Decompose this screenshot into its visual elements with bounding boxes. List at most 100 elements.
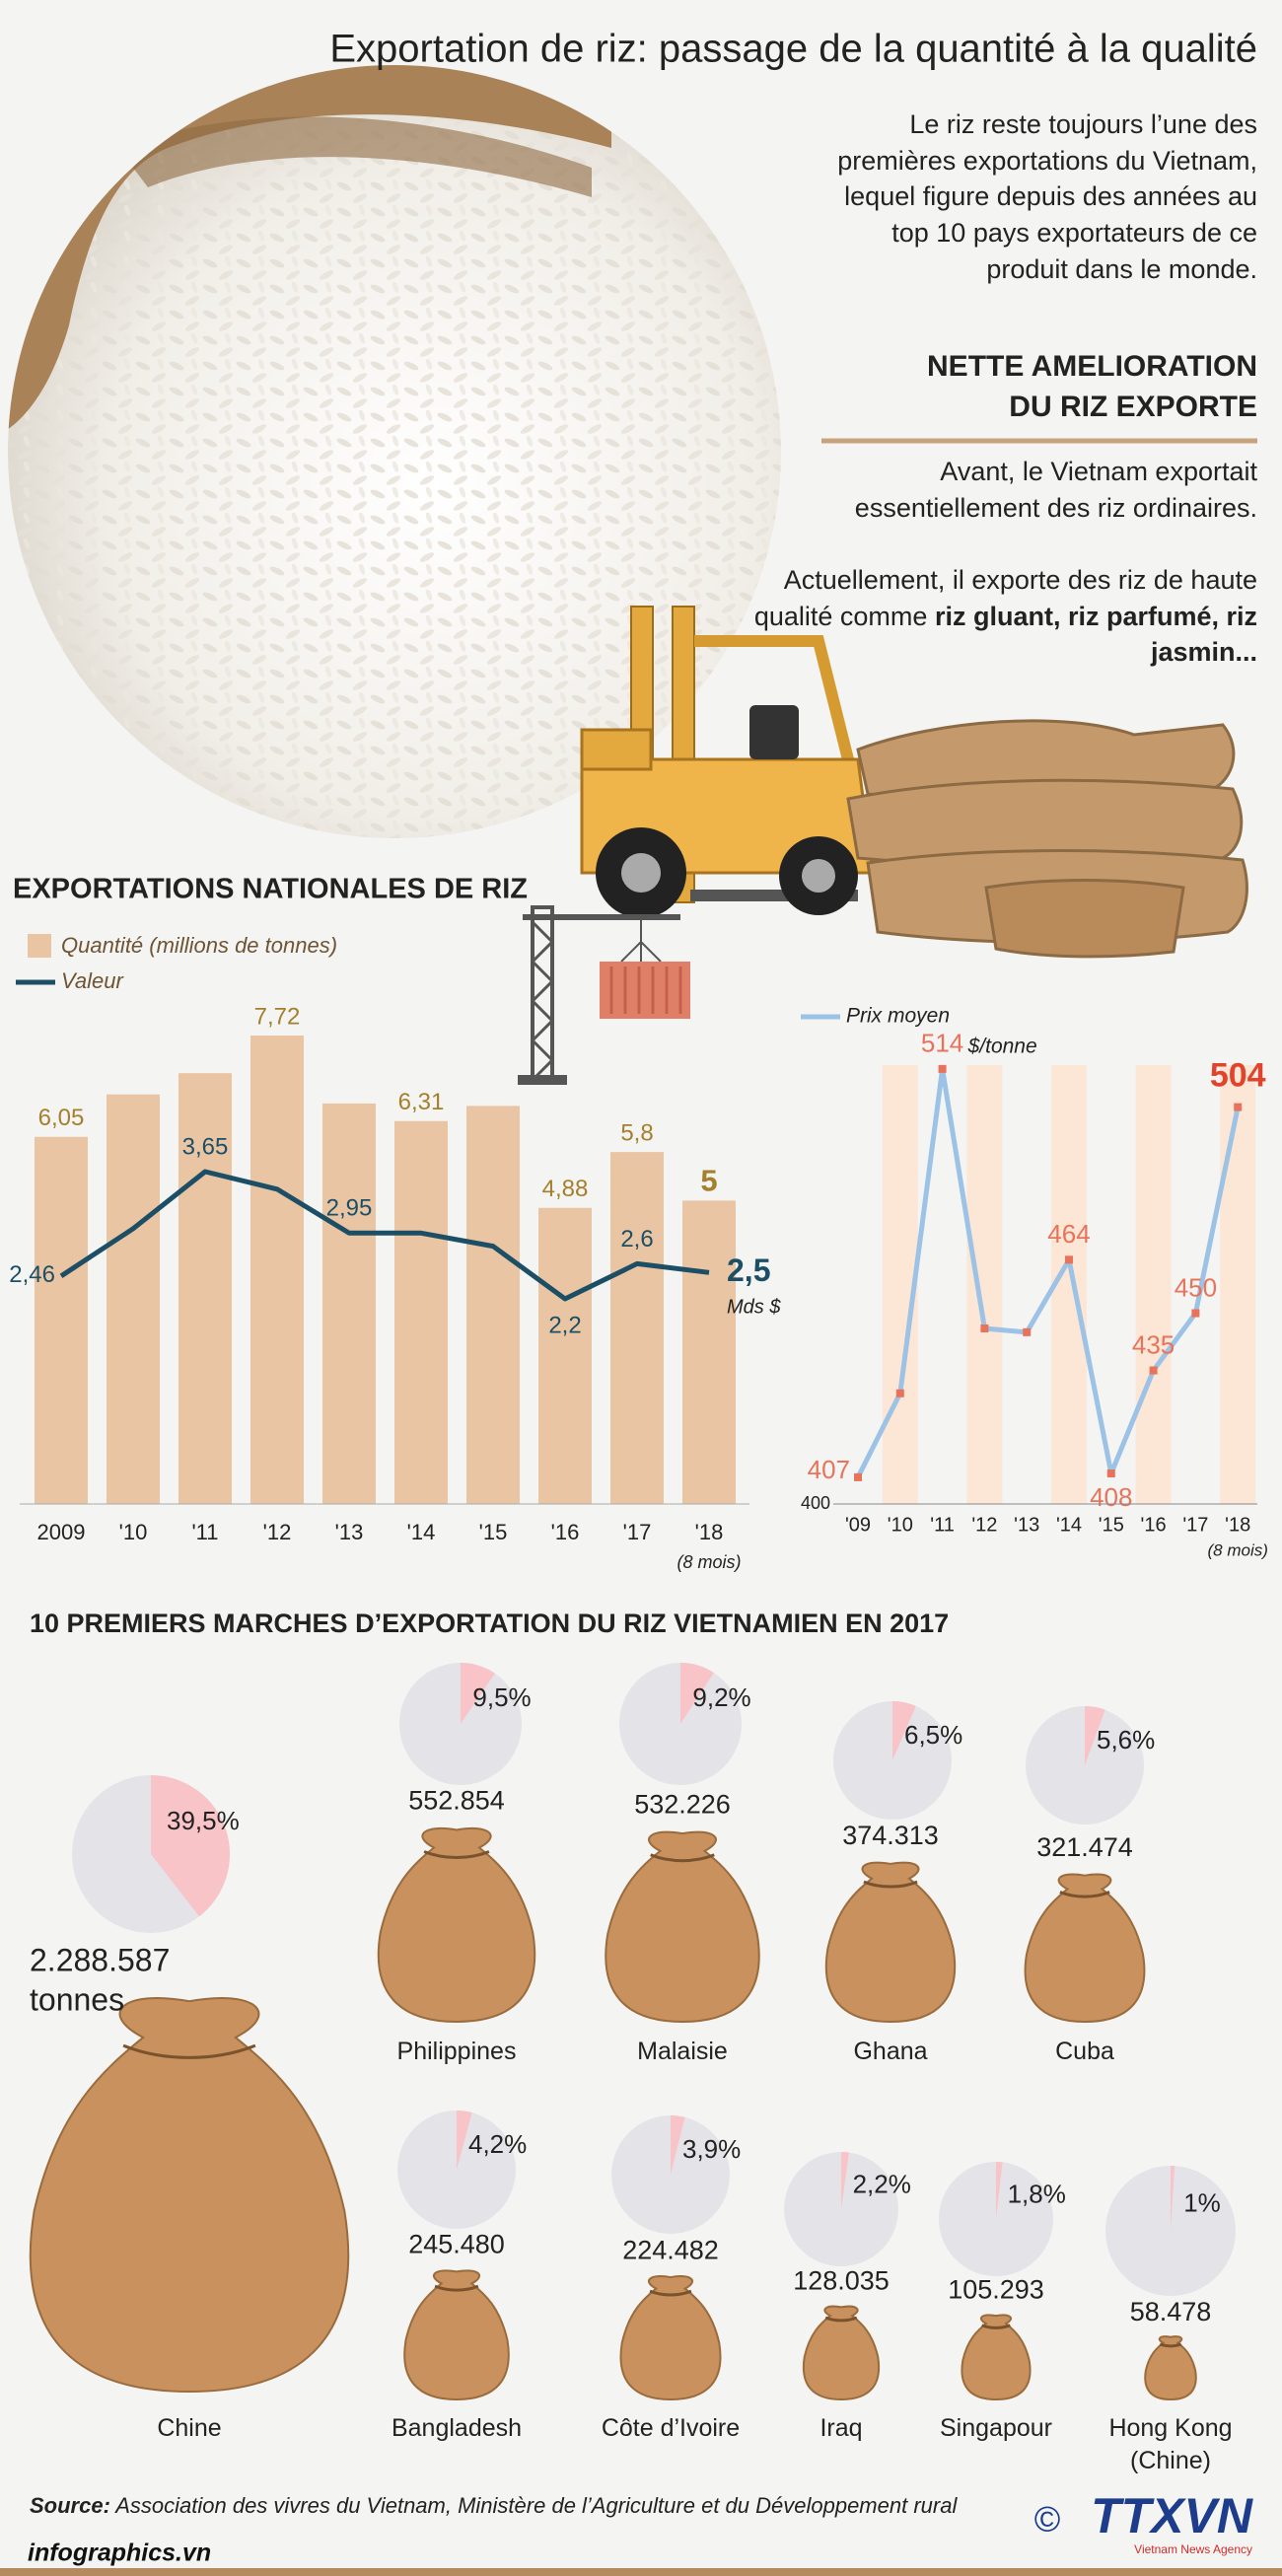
quantity-label: 532.226 <box>634 1789 731 1819</box>
pie-percent: 1,8% <box>1008 2180 1066 2209</box>
paragraph-bold: riz gluant, riz parfumé, riz jasmin... <box>934 601 1257 668</box>
rice-bag <box>31 1998 348 2392</box>
pie-percent: 1% <box>1183 2187 1221 2217</box>
pie-slice <box>671 2115 685 2175</box>
source-label: Source: <box>30 2493 110 2518</box>
x-tick-label: '10 <box>888 1514 913 1536</box>
x-tick-label: '09 <box>845 1514 871 1536</box>
quantity-label: 245.480 <box>408 2230 505 2259</box>
rice-photo <box>8 65 781 838</box>
bar <box>250 1036 304 1504</box>
x-tick-label: '14 <box>1056 1514 1082 1536</box>
x-tick-label: '12 <box>971 1514 997 1536</box>
x-tick-label: '17 <box>623 1520 652 1544</box>
x-tick-label: '13 <box>1014 1514 1039 1536</box>
rice-bag <box>404 2270 509 2399</box>
chart-title: EXPORTATIONS NATIONALES DE RIZ <box>13 874 528 905</box>
x-tick-label: '17 <box>1182 1514 1208 1536</box>
quantity-label: 224.482 <box>622 2235 719 2264</box>
price-point <box>1023 1327 1032 1336</box>
bag-tie <box>650 2291 691 2295</box>
pie-percent: 3,9% <box>682 2134 741 2164</box>
legend-swatch <box>28 934 51 958</box>
price-label: 435 <box>1132 1329 1175 1359</box>
chart-title: 10 PREMIERS MARCHES D’EXPORTATION DU RIZ… <box>30 1609 949 1638</box>
quantity-label: 552.854 <box>408 1786 505 1816</box>
bag-tie <box>864 1882 917 1887</box>
x-tick-label: '18 <box>695 1520 724 1544</box>
heading-line: NETTE AMELIORATION <box>927 350 1257 383</box>
x-tick-label: '13 <box>335 1520 364 1544</box>
forklift-illustration <box>580 606 875 918</box>
price-label: 408 <box>1090 1482 1132 1512</box>
quantity-label: 374.313 <box>842 1821 939 1850</box>
price-unit: $/tonne <box>967 1035 1037 1057</box>
paragraph: Actuellement, il exporte des riz de haut… <box>745 562 1257 671</box>
source: Source: Association des vivres du Vietna… <box>30 2493 957 2519</box>
pie-slice <box>457 2111 472 2170</box>
rice-bag <box>605 1832 758 2022</box>
rice-bag <box>1145 2336 1196 2399</box>
bar-value-label: 4,88 <box>542 1176 589 1202</box>
intro: Le riz reste toujours l’une des première… <box>837 109 1257 284</box>
country-name: Hong Kong (Chine) <box>1108 2414 1233 2474</box>
pie-slice <box>996 2162 1003 2219</box>
price-line <box>855 1066 1241 1479</box>
bar <box>178 1073 232 1504</box>
bag-tie <box>651 1855 715 1861</box>
x-tick-label: '15 <box>1099 1514 1124 1536</box>
paragraph: Avant, le Vietnam exportait essentiellem… <box>854 457 1257 523</box>
quantity-label: 58.478 <box>1130 2297 1212 2326</box>
bar <box>35 1136 88 1504</box>
footer-strip <box>0 2568 1282 2576</box>
pie-slice <box>1171 2166 1175 2231</box>
x-tick-label: '16 <box>1141 1514 1167 1536</box>
price-point <box>1191 1309 1200 1318</box>
bar-value-label: 5 <box>700 1164 717 1198</box>
bar <box>394 1120 448 1504</box>
rice-bag <box>826 1863 955 2022</box>
price-point <box>938 1064 947 1073</box>
line-unit: Mds $ <box>727 1297 781 1319</box>
section-heading: NETTE AMELIORATION DU RIZ EXPORTE <box>745 347 1257 427</box>
crane-illustration <box>518 905 690 1085</box>
logo-copyright: © <box>1034 2499 1061 2540</box>
x-tick-label: '10 <box>119 1520 148 1544</box>
pie-percent: 5,6% <box>1097 1725 1155 1754</box>
country-name: Côte d’Ivoire <box>601 2414 741 2442</box>
heading-line: DU RIZ EXPORTE <box>1009 390 1257 423</box>
y-tick-label: 400 <box>801 1493 830 1513</box>
page-title: Exportation de riz: passage de la quanti… <box>329 28 1257 71</box>
price-point <box>1149 1366 1158 1375</box>
column-stripe <box>1220 1065 1256 1504</box>
bar-value-label: 6,05 <box>38 1105 85 1131</box>
x-tick-label: '12 <box>263 1520 292 1544</box>
legend-label: Prix moyen <box>846 1005 950 1028</box>
bar <box>322 1103 376 1504</box>
logo-sub: Vietnam News Agency <box>1134 2542 1252 2556</box>
quantity-label: 128.035 <box>793 2266 890 2296</box>
pie-percent: 6,5% <box>904 1720 962 1750</box>
line-value-label: 2,5 <box>727 1252 770 1288</box>
column-stripe <box>1135 1065 1172 1504</box>
line-value-label: 2,46 <box>9 1261 55 1288</box>
price-point <box>1106 1469 1115 1478</box>
rice-bag <box>379 1828 534 2022</box>
bar <box>610 1152 664 1504</box>
pie-slice <box>892 1701 916 1760</box>
x-tick-label: '15 <box>479 1520 508 1544</box>
x-tick-label: '11 <box>930 1514 955 1536</box>
price-point <box>980 1324 989 1332</box>
price-point <box>1065 1255 1073 1264</box>
x-tick-label: '14 <box>407 1520 436 1544</box>
x-note: (8 mois) <box>677 1552 741 1572</box>
bar-value-label: 7,72 <box>254 1003 301 1030</box>
country-name: Iraq <box>819 2414 863 2442</box>
quantity-unit: tonnes <box>30 1981 124 2017</box>
rice-bag <box>962 2315 1030 2399</box>
bar <box>466 1106 520 1504</box>
pie-percent: 4,2% <box>468 2129 527 2159</box>
quantity-label: 321.474 <box>1036 1832 1133 1862</box>
pie-slice <box>841 2152 849 2209</box>
